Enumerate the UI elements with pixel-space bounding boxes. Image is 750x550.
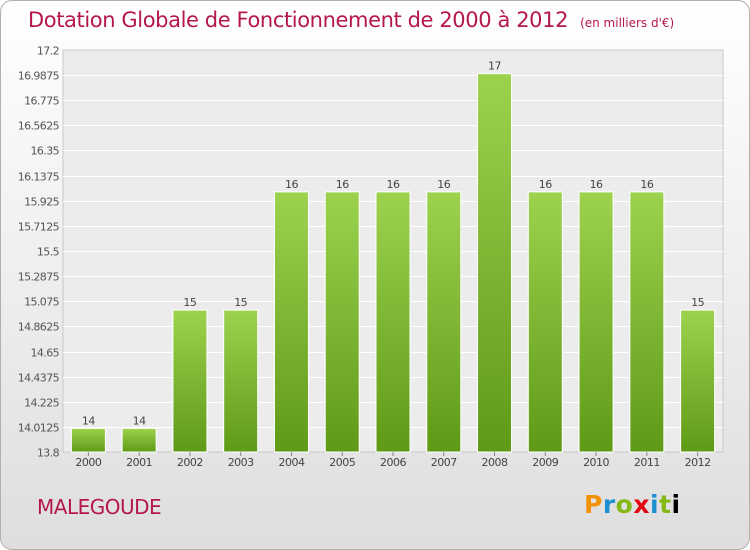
y-tick-label: 14.0125 [18, 422, 60, 435]
data-label: 16 [590, 178, 603, 191]
bar [578, 191, 614, 453]
data-label: 16 [387, 178, 400, 191]
data-label: 16 [539, 178, 552, 191]
x-tick-label: 2002 [177, 456, 203, 469]
x-tick-label: 2012 [685, 456, 711, 469]
bar [172, 309, 208, 453]
x-tick-label: 2008 [482, 456, 508, 469]
chart-title-text: Dotation Globale de Fonctionnement de 20… [28, 8, 569, 32]
y-tick-label: 15.2875 [18, 271, 60, 284]
y-tick-label: 16.1375 [18, 171, 60, 184]
y-tick-label: 14.65 [31, 347, 60, 360]
bar [70, 427, 106, 453]
data-label: 16 [437, 178, 450, 191]
x-tick-label: 2005 [329, 456, 355, 469]
x-tick-label: 2003 [228, 456, 254, 469]
y-tick-label: 14.225 [24, 397, 59, 410]
bar [426, 191, 462, 453]
y-tick-label: 16.775 [24, 95, 59, 108]
x-tick-label: 2004 [278, 456, 304, 469]
data-label: 16 [640, 178, 653, 191]
x-tick-label: 2000 [75, 456, 101, 469]
city-name: MALEGOUDE [37, 495, 162, 519]
data-label: 15 [183, 296, 196, 309]
x-tick-label: 2001 [126, 456, 152, 469]
bar [273, 191, 309, 453]
y-tick-label: 15.5 [37, 246, 60, 259]
x-tick-label: 2010 [583, 456, 609, 469]
bar [527, 191, 563, 453]
bar [375, 191, 411, 453]
data-label: 16 [285, 178, 298, 191]
data-label: 15 [691, 296, 704, 309]
proxiti-logo[interactable]: Proxiti [584, 490, 681, 519]
bar [223, 309, 259, 453]
data-label: 14 [82, 414, 95, 427]
data-label: 17 [488, 60, 501, 73]
bar [477, 73, 513, 453]
y-tick-label: 14.8625 [18, 321, 60, 334]
y-tick-label: 16.9875 [18, 70, 60, 83]
chart-subtitle: (en milliers d'€) [580, 16, 675, 30]
x-tick-label: 2009 [532, 456, 558, 469]
bar [121, 427, 157, 453]
bar [629, 191, 665, 453]
y-tick-label: 15.7125 [18, 221, 60, 234]
y-tick-label: 15.075 [24, 296, 59, 309]
y-tick-label: 17.2 [37, 45, 59, 58]
chart-title: Dotation Globale de Fonctionnement de 20… [28, 8, 674, 32]
data-label: 15 [234, 296, 247, 309]
data-label: 14 [133, 414, 146, 427]
x-tick-label: 2006 [380, 456, 406, 469]
x-tick-label: 2007 [431, 456, 457, 469]
x-tick-label: 2011 [634, 456, 660, 469]
y-tick-label: 14.4375 [18, 372, 60, 385]
y-tick-label: 15.925 [24, 196, 59, 209]
y-tick-label: 13.8 [37, 447, 60, 460]
bar [680, 309, 716, 453]
bar [324, 191, 360, 453]
data-label: 16 [336, 178, 349, 191]
y-tick-label: 16.35 [31, 145, 60, 158]
y-tick-label: 16.5625 [18, 120, 60, 133]
